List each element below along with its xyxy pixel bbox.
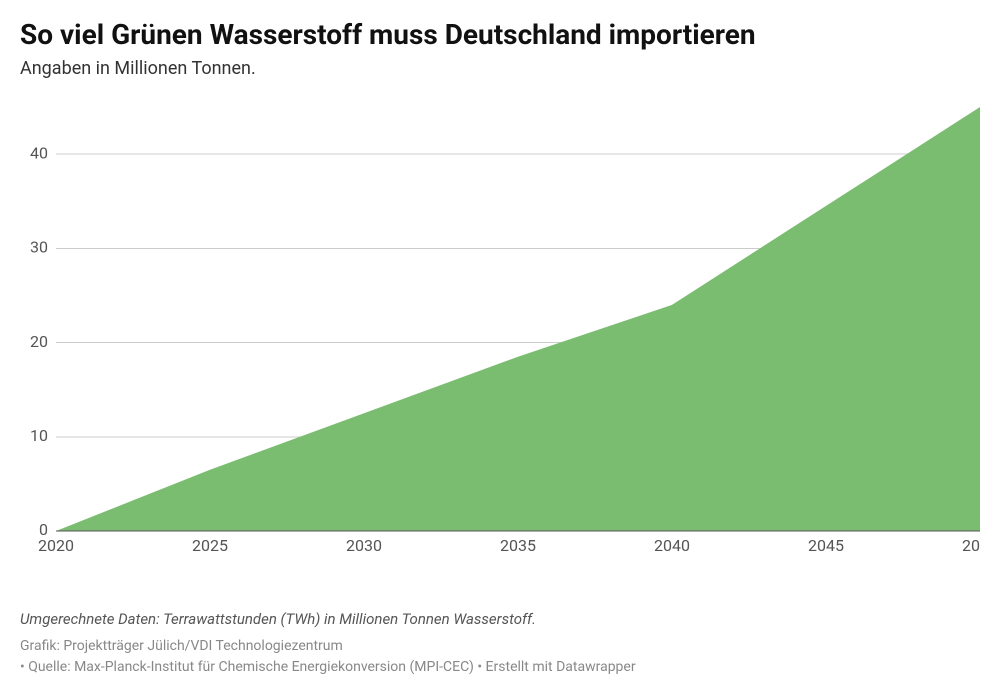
x-axis-tick-label: 2025 xyxy=(192,536,228,555)
area-series xyxy=(56,107,980,531)
chart-subtitle: Angaben in Millionen Tonnen. xyxy=(20,58,980,79)
y-axis-tick-label: 40 xyxy=(30,143,48,162)
credits-line-1: Grafik: Projektträger Jülich/VDI Technol… xyxy=(20,636,980,657)
chart-note: Umgerechnete Daten: Terrawattstunden (TW… xyxy=(20,610,980,628)
x-axis-tick-label: 2030 xyxy=(346,536,382,555)
chart-plot-area: 0102030402020202520302035204020452050 xyxy=(20,97,980,596)
y-axis-tick-label: 10 xyxy=(30,426,48,445)
credits-line-2: • Quelle: Max-Planck-Institut für Chemis… xyxy=(20,657,980,678)
area-chart-svg: 0102030402020202520302035204020452050 xyxy=(20,97,980,557)
x-axis-tick-label: 2050 xyxy=(962,536,980,555)
chart-title: So viel Grünen Wasserstoff muss Deutschl… xyxy=(20,18,980,52)
x-axis-tick-label: 2045 xyxy=(808,536,844,555)
x-axis-tick-label: 2020 xyxy=(38,536,74,555)
x-axis-tick-label: 2040 xyxy=(654,536,690,555)
chart-footer: Umgerechnete Daten: Terrawattstunden (TW… xyxy=(20,610,980,678)
chart-credits: Grafik: Projektträger Jülich/VDI Technol… xyxy=(20,636,980,678)
y-axis-tick-label: 20 xyxy=(30,331,48,350)
y-axis-tick-label: 30 xyxy=(30,237,48,256)
x-axis-tick-label: 2035 xyxy=(500,536,536,555)
chart-container: So viel Grünen Wasserstoff muss Deutschl… xyxy=(0,0,1000,688)
